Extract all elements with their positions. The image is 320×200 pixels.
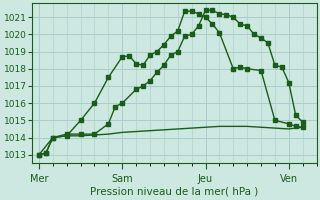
X-axis label: Pression niveau de la mer( hPa ): Pression niveau de la mer( hPa ) (90, 187, 259, 197)
